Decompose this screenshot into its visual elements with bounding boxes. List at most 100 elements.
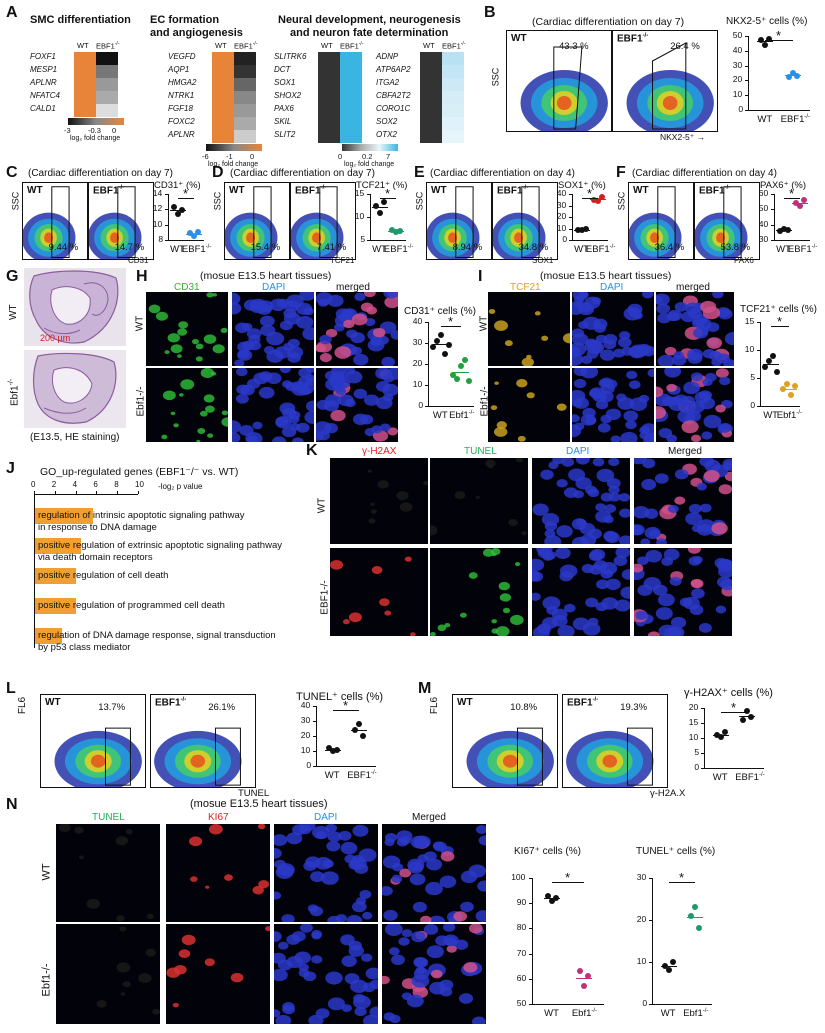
gate-percent: 36.4 % — [654, 242, 685, 254]
gate — [626, 727, 653, 786]
cell-signal — [319, 334, 332, 345]
y-tick-label: 20 — [636, 914, 647, 924]
cell-signal — [258, 371, 273, 382]
gate-percent: 53.8 % — [720, 242, 751, 254]
gene-label: CORO1C — [376, 104, 411, 113]
x-tick — [96, 491, 98, 494]
x-axis — [704, 768, 764, 769]
cell-signal — [155, 311, 168, 321]
y-tick-label: 20 — [688, 702, 699, 712]
cell-signal — [343, 368, 356, 375]
cell-signal — [146, 913, 154, 920]
y-tick — [701, 723, 704, 724]
density-contour — [502, 754, 518, 768]
micrograph — [232, 368, 314, 442]
mean-line — [575, 977, 592, 979]
y-tick-label: 40 — [412, 316, 423, 326]
ko-superscript: -/- — [205, 244, 212, 250]
x-tick-label: 2 — [51, 480, 57, 489]
cell-signal — [699, 300, 717, 313]
cell-signal — [359, 890, 372, 899]
mean-line — [372, 206, 389, 208]
cell-signal — [691, 588, 705, 599]
cell-signal — [383, 1012, 396, 1021]
gene-label: NFATC4 — [30, 91, 60, 100]
cell-signal — [580, 414, 597, 426]
cell-signal — [344, 973, 360, 985]
channel-label: merged — [336, 282, 370, 293]
cell-signal — [246, 435, 258, 442]
cell-signal — [341, 1004, 352, 1013]
flow-density — [154, 727, 242, 787]
go-bar — [35, 568, 76, 584]
gate — [553, 46, 583, 130]
cell-signal — [542, 617, 558, 629]
heatmap-cell — [96, 91, 118, 104]
cell-signal — [628, 380, 641, 390]
cell-signal — [330, 409, 346, 422]
cell-signal — [711, 522, 728, 535]
micrograph — [488, 309, 570, 366]
y-tick-label: 100 — [511, 872, 526, 882]
x-category-label: EBF1-/- — [787, 244, 818, 256]
micrograph — [572, 292, 654, 366]
cell-signal — [316, 344, 326, 353]
heatmap-cell — [420, 130, 442, 143]
data-point — [740, 717, 747, 723]
y-tick — [313, 751, 316, 752]
data-point — [785, 74, 792, 81]
significance-bar — [380, 198, 396, 199]
x-category-label: EBF1-/- — [585, 244, 616, 256]
mean-line — [432, 344, 449, 346]
gate — [117, 186, 136, 258]
cell-signal — [287, 346, 304, 359]
group-label: EBF1-/- — [617, 33, 649, 45]
cell-signal — [274, 891, 282, 900]
cell-signal — [316, 421, 332, 435]
cell-signal — [623, 410, 639, 422]
data-point — [466, 377, 473, 384]
y-tick-label: 30 — [300, 715, 311, 725]
cell-signal — [371, 425, 383, 434]
cell-signal — [639, 431, 650, 440]
x-tick — [117, 491, 119, 494]
y-tick — [425, 364, 428, 365]
data-point — [549, 897, 556, 904]
chart-title: TUNEL⁺ cells (%) — [296, 691, 384, 703]
cell-signal — [258, 386, 275, 399]
scale-bar-label: 200 µm — [40, 333, 71, 343]
cell-signal — [279, 320, 293, 331]
data-point — [770, 352, 777, 359]
y-tick-label: 40 — [556, 188, 567, 198]
cell-signal — [493, 426, 508, 437]
cell-signal — [472, 1016, 486, 1024]
y-tick-label: 30 — [758, 234, 769, 244]
cell-signal — [556, 525, 573, 538]
cell-signal — [647, 368, 654, 378]
cell-signal — [697, 524, 713, 536]
cell-signal — [337, 394, 354, 407]
heatmap-cell — [212, 65, 234, 78]
cell-signal — [269, 298, 287, 312]
cell-signal — [197, 427, 206, 434]
y-tick — [529, 978, 532, 980]
y-tick — [313, 766, 316, 767]
data-point — [781, 226, 788, 233]
cell-signal — [282, 1004, 295, 1015]
cell-signal — [599, 349, 616, 361]
y-tick-label: 40 — [758, 218, 769, 229]
group-label: WT — [27, 185, 43, 196]
gene-label: MESP1 — [30, 65, 58, 74]
y-tick — [529, 878, 532, 879]
cell-signal — [691, 434, 702, 442]
cell-signal — [346, 915, 363, 922]
mean-line — [453, 371, 470, 373]
cell-signal — [625, 420, 637, 430]
micrograph — [532, 458, 630, 544]
cell-signal — [86, 898, 100, 909]
x-category-label: Ebf1-/- — [776, 410, 803, 422]
cell-signal — [177, 328, 188, 336]
column-header: EBF1-/- — [442, 41, 466, 51]
chart-title: NKX2-5⁺ cells (%) — [726, 16, 808, 27]
cell-signal — [384, 610, 392, 616]
